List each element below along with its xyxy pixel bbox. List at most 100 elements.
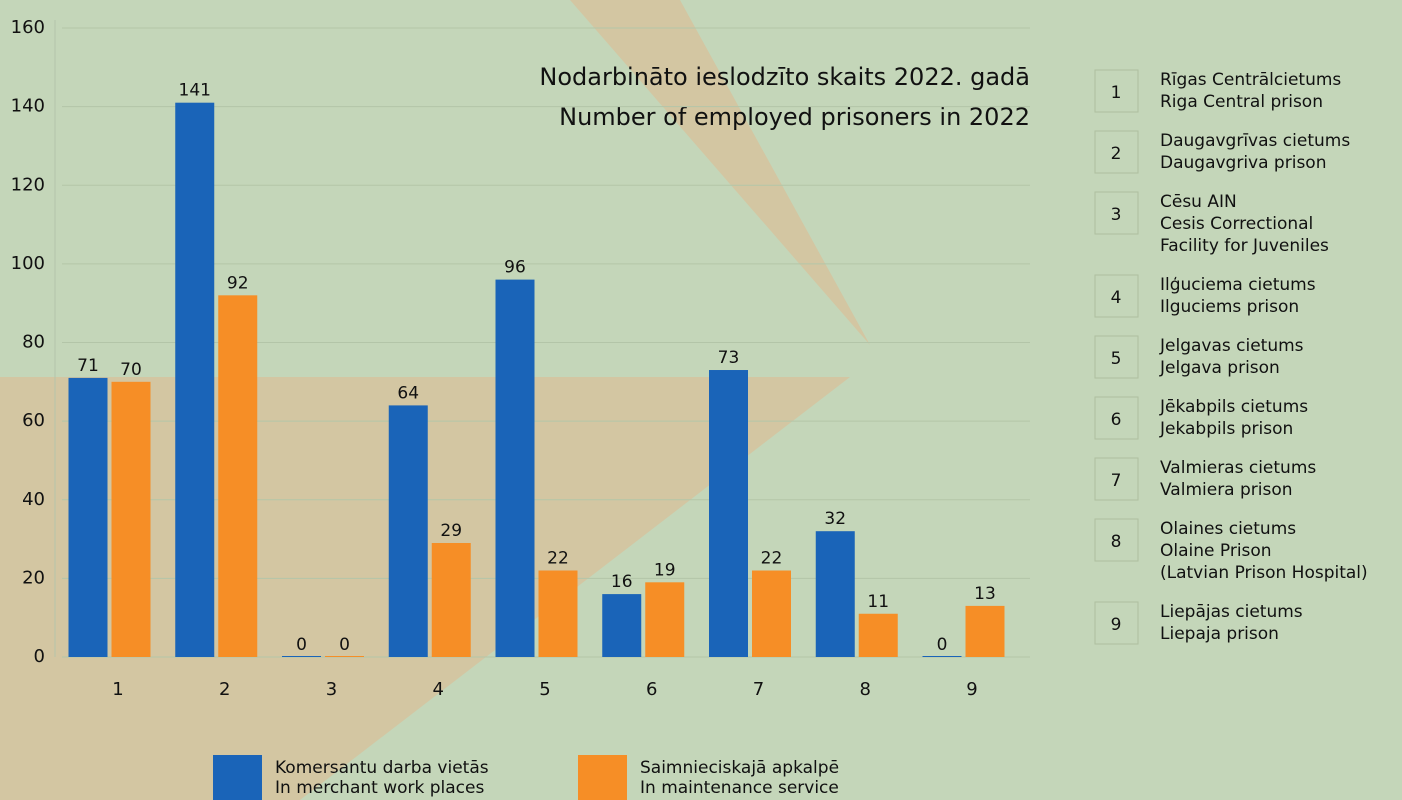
- key-box: [1094, 518, 1139, 562]
- key-box: [1094, 601, 1139, 645]
- y-tick-label: 80: [22, 332, 45, 353]
- legend-label: In merchant work places: [275, 778, 484, 798]
- value-label: 96: [504, 258, 526, 278]
- value-label: 141: [179, 81, 211, 101]
- bar: [282, 656, 321, 657]
- y-tick-label: 160: [11, 17, 45, 38]
- key-number: 4: [1111, 288, 1122, 308]
- key-label: (Latvian Prison Hospital): [1160, 563, 1368, 583]
- key-label: Rīgas Centrālcietums: [1160, 70, 1341, 90]
- value-label: 64: [397, 383, 419, 403]
- value-label: 22: [761, 549, 783, 569]
- value-label: 0: [339, 635, 350, 655]
- key-label: Facility for Juveniles: [1160, 236, 1329, 256]
- legend-label: Saimnieciskajā apkalpē: [640, 758, 839, 778]
- value-label: 16: [611, 572, 633, 592]
- key-label: Jelgavas cietums: [1159, 336, 1304, 356]
- key-number: 7: [1111, 471, 1122, 491]
- key-box: [1094, 335, 1139, 379]
- chart-title: Nodarbināto ieslodzīto skaits 2022. gadā: [539, 63, 1030, 91]
- key-label: Olaine Prison: [1160, 541, 1272, 561]
- legend-swatch: [213, 755, 262, 800]
- key-label: Riga Central prison: [1160, 92, 1323, 112]
- key-box: [1094, 191, 1139, 235]
- x-tick-label: 4: [433, 679, 444, 700]
- key-label: Jekabpils prison: [1159, 419, 1293, 439]
- x-tick-label: 3: [326, 679, 337, 700]
- key-label: Ilģuciema cietums: [1160, 275, 1316, 295]
- x-tick-label: 1: [112, 679, 123, 700]
- legend-label: Komersantu darba vietās: [275, 758, 489, 778]
- y-tick-label: 100: [11, 253, 45, 274]
- key-label: Cēsu AIN: [1160, 192, 1237, 212]
- y-tick-label: 120: [11, 174, 45, 195]
- x-tick-label: 2: [219, 679, 230, 700]
- bar: [68, 377, 108, 657]
- key-number: 8: [1111, 532, 1122, 552]
- bar: [645, 582, 685, 657]
- key-label: Daugavgrīvas cietums: [1160, 131, 1350, 151]
- key-label: Daugavgriva prison: [1160, 153, 1326, 173]
- key-label: Liepājas cietums: [1160, 602, 1303, 622]
- x-tick-label: 5: [539, 679, 550, 700]
- bar: [538, 570, 578, 657]
- key-label: Valmieras cietums: [1160, 458, 1316, 478]
- value-label: 73: [718, 348, 740, 368]
- y-tick-label: 140: [11, 96, 45, 117]
- bar: [922, 656, 962, 657]
- value-label: 22: [547, 549, 569, 569]
- x-tick-label: 8: [860, 679, 871, 700]
- key-box: [1094, 274, 1139, 318]
- y-tick-label: 60: [22, 410, 45, 431]
- key-number: 3: [1111, 205, 1122, 225]
- bar: [815, 531, 855, 657]
- bar: [965, 605, 1005, 657]
- bar: [495, 279, 535, 657]
- key-number: 2: [1111, 144, 1122, 164]
- bar: [388, 405, 428, 657]
- key-label: Jelgava prison: [1159, 358, 1280, 378]
- chart-title: Number of employed prisoners in 2022: [559, 103, 1030, 131]
- key-number: 6: [1111, 410, 1122, 430]
- value-label: 29: [440, 521, 462, 541]
- x-tick-label: 6: [646, 679, 657, 700]
- bar: [325, 656, 364, 657]
- value-label: 11: [867, 592, 889, 612]
- value-label: 0: [296, 635, 307, 655]
- value-label: 92: [227, 273, 249, 293]
- y-tick-label: 20: [22, 567, 45, 588]
- bar: [752, 570, 791, 657]
- legend-label: In maintenance service: [640, 778, 839, 798]
- bar: [431, 542, 471, 657]
- key-label: Ilguciems prison: [1160, 297, 1299, 317]
- value-label: 0: [937, 635, 948, 655]
- value-label: 13: [974, 584, 996, 604]
- value-label: 19: [654, 560, 676, 580]
- x-tick-label: 9: [966, 679, 977, 700]
- key-number: 5: [1111, 349, 1122, 369]
- value-label: 71: [77, 356, 99, 376]
- bar: [218, 295, 258, 657]
- bar: [602, 594, 642, 657]
- key-label: Cesis Correctional: [1160, 214, 1313, 234]
- bar: [709, 370, 748, 657]
- key-number: 9: [1111, 615, 1122, 635]
- key-box: [1094, 69, 1139, 113]
- y-tick-label: 0: [34, 646, 45, 667]
- value-label: 32: [824, 509, 846, 529]
- key-label: Olaines cietums: [1160, 519, 1296, 539]
- value-label: 70: [120, 360, 142, 380]
- key-label: Liepaja prison: [1160, 624, 1279, 644]
- y-tick-label: 40: [22, 489, 45, 510]
- key-label: Jēkabpils cietums: [1159, 397, 1308, 417]
- key-box: [1094, 396, 1139, 440]
- legend-swatch: [578, 755, 627, 800]
- x-tick-label: 7: [753, 679, 764, 700]
- key-number: 1: [1111, 83, 1122, 103]
- key-box: [1094, 457, 1139, 501]
- bar: [111, 381, 151, 657]
- bar: [858, 613, 898, 657]
- decor-shape: [570, 0, 870, 345]
- bar: [175, 102, 215, 658]
